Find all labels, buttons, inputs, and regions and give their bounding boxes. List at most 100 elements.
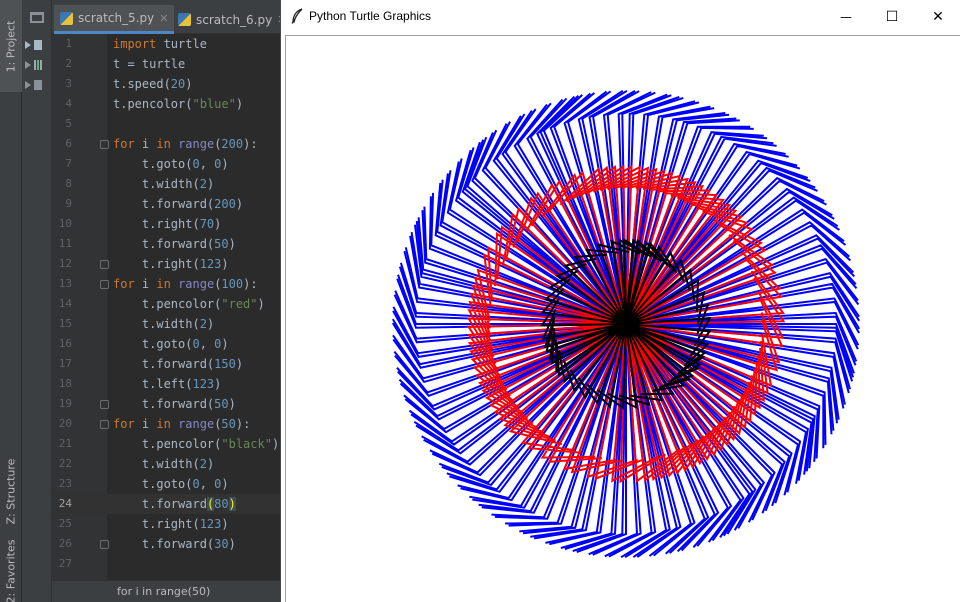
code-line: for i in range(200): xyxy=(113,137,258,151)
scratches-icon xyxy=(34,80,42,90)
line-number-gutter xyxy=(52,34,107,580)
fold-marker-icon[interactable] xyxy=(100,540,109,549)
turtle-path xyxy=(391,89,861,559)
line-number: 15 xyxy=(58,317,72,330)
code-line: t.width(2) xyxy=(113,177,215,191)
favorites-tool-tab-label: 2: Favorites xyxy=(4,539,18,602)
folder-icon xyxy=(34,40,42,50)
project-tree-row[interactable] xyxy=(22,56,52,74)
project-panel xyxy=(22,0,52,602)
editor-tab-bar: scratch_5.py ✕ scratch_6.py ✕ xyxy=(52,0,286,34)
structure-tool-tab-label: Z: Structure xyxy=(4,458,18,524)
structure-tool-tab[interactable]: Z: Structure xyxy=(0,446,22,536)
line-number-current: 24 xyxy=(58,497,72,510)
close-icon: ✕ xyxy=(932,8,944,25)
line-number: 19 xyxy=(58,397,72,410)
turtle-loop-0 xyxy=(391,89,861,559)
code-line: t.right(123) xyxy=(113,257,229,271)
code-line: t.width(2) xyxy=(113,317,215,331)
line-number: 14 xyxy=(58,297,72,310)
line-number: 22 xyxy=(58,457,72,470)
expand-arrow-icon[interactable] xyxy=(25,81,31,89)
turtle-path xyxy=(466,164,786,484)
minimize-icon: — xyxy=(840,9,852,24)
code-line: for i in range(100): xyxy=(113,277,258,291)
close-button[interactable]: ✕ xyxy=(915,0,960,33)
line-number: 7 xyxy=(65,157,72,170)
breadcrumb-label: for i in range(50) xyxy=(117,585,211,598)
project-tree-row[interactable] xyxy=(22,76,52,94)
fold-marker-icon[interactable] xyxy=(100,260,109,269)
window-title-bar[interactable]: Python Turtle Graphics — ☐ ✕ xyxy=(281,0,960,33)
tab-label: scratch_5.py xyxy=(78,11,155,25)
turtle-drawing xyxy=(391,89,861,559)
close-tab-icon[interactable]: ✕ xyxy=(159,11,169,25)
line-number: 21 xyxy=(58,437,72,450)
code-line: t.pencolor("black") xyxy=(113,437,280,451)
code-line: t.right(123) xyxy=(113,517,229,531)
code-line: t.right(70) xyxy=(113,217,222,231)
line-number: 25 xyxy=(58,517,72,530)
line-number: 13 xyxy=(58,277,72,290)
line-number: 6 xyxy=(65,137,72,150)
line-number: 4 xyxy=(65,97,72,110)
line-number: 3 xyxy=(65,77,72,90)
project-tool-tab[interactable]: 1: Project xyxy=(0,0,22,92)
code-line: t.left(123) xyxy=(113,377,222,391)
code-line: t.pencolor("blue") xyxy=(113,97,244,111)
expand-arrow-icon[interactable] xyxy=(25,61,31,69)
line-number: 9 xyxy=(65,197,72,210)
fold-marker-icon[interactable] xyxy=(100,400,109,409)
code-line: t.pencolor("red") xyxy=(113,297,265,311)
code-line: t.forward(30) xyxy=(113,537,236,551)
tool-window-strip: 1: Project Z: Structure 2: Favorites xyxy=(0,0,22,602)
line-number: 12 xyxy=(58,257,72,270)
window-title: Python Turtle Graphics xyxy=(309,9,432,23)
line-number: 1 xyxy=(65,37,72,50)
code-line: t.width(2) xyxy=(113,457,215,471)
line-number: 17 xyxy=(58,357,72,370)
tab-label: scratch_6.py xyxy=(196,12,273,27)
maximize-button[interactable]: ☐ xyxy=(869,0,915,33)
tab-scratch-6[interactable]: scratch_6.py ✕ xyxy=(172,5,292,34)
favorites-tool-tab[interactable]: 2: Favorites xyxy=(0,539,22,602)
line-number: 27 xyxy=(58,557,72,570)
fold-marker-icon[interactable] xyxy=(100,280,109,289)
code-line: t.goto(0, 0) xyxy=(113,157,229,171)
code-editor: scratch_5.py ✕ scratch_6.py ✕ 1 2 3 4 5 … xyxy=(52,0,286,602)
code-line: t.goto(0, 0) xyxy=(113,337,229,351)
code-line: t.forward(50) xyxy=(113,397,236,411)
code-line: t = turtle xyxy=(113,57,186,71)
code-area[interactable]: import turtle t = turtle t.speed(20) t.p… xyxy=(113,34,280,580)
line-number: 11 xyxy=(58,237,72,250)
line-number: 8 xyxy=(65,177,72,190)
code-line: import turtle xyxy=(113,37,207,51)
project-tool-tab-label: 1: Project xyxy=(4,20,18,72)
python-file-icon xyxy=(60,11,73,25)
current-line-highlight xyxy=(52,494,280,514)
expand-arrow-icon[interactable] xyxy=(25,41,31,49)
python-file-icon xyxy=(178,13,191,26)
line-number: 2 xyxy=(65,57,72,70)
turtle-canvas[interactable] xyxy=(285,35,960,602)
maximize-icon: ☐ xyxy=(885,8,899,25)
turtle-loop-2 xyxy=(540,238,712,410)
line-number: 23 xyxy=(58,477,72,490)
code-line-current: t.forward(80) xyxy=(113,497,236,511)
code-line: for i in range(50): xyxy=(113,417,251,431)
code-line: t.forward(200) xyxy=(113,197,244,211)
library-icon xyxy=(34,60,42,70)
breadcrumb[interactable]: for i in range(50) xyxy=(52,580,280,602)
line-number: 26 xyxy=(58,537,72,550)
fold-marker-icon[interactable] xyxy=(100,140,109,149)
project-view-icon[interactable] xyxy=(30,12,44,23)
line-number: 5 xyxy=(65,117,72,130)
code-line: t.speed(20) xyxy=(113,77,193,91)
feather-icon xyxy=(291,8,303,24)
fold-marker-icon[interactable] xyxy=(100,420,109,429)
tab-scratch-5[interactable]: scratch_5.py ✕ xyxy=(54,5,175,34)
project-tree-row[interactable] xyxy=(22,36,52,54)
minimize-button[interactable]: — xyxy=(823,0,869,33)
code-line: t.forward(150) xyxy=(113,357,244,371)
